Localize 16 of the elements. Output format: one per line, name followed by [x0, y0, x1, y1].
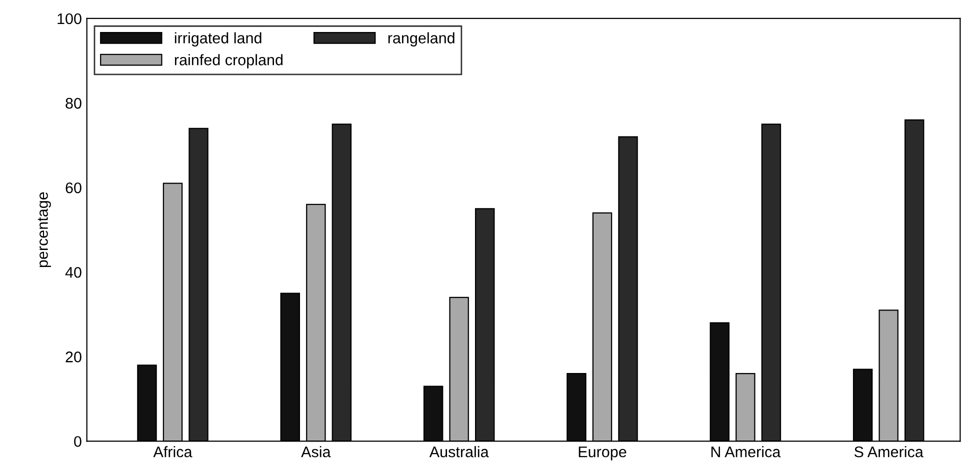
x-tick-label: Australia — [429, 446, 489, 458]
legend-label: irrigated land — [174, 32, 262, 46]
y-tick-label: 60 — [66, 182, 82, 194]
y-tick-label: 0 — [74, 436, 82, 447]
y-tick-label: 80 — [66, 98, 82, 109]
legend-label: rangeland — [388, 32, 454, 46]
x-tick-label: N America — [711, 446, 781, 458]
x-tick-label: Europe — [578, 446, 626, 460]
y-axis-title: percentage — [38, 192, 51, 268]
y-tick-label: 40 — [65, 266, 82, 278]
legend-label: rainfed cropland — [174, 54, 283, 68]
x-tick-label: S America — [854, 446, 924, 458]
x-tick-label: Asia — [301, 446, 331, 458]
y-tick-label: 100 — [58, 13, 82, 24]
x-tick-label: Africa — [153, 446, 192, 458]
y-tick-label: 20 — [66, 352, 82, 362]
